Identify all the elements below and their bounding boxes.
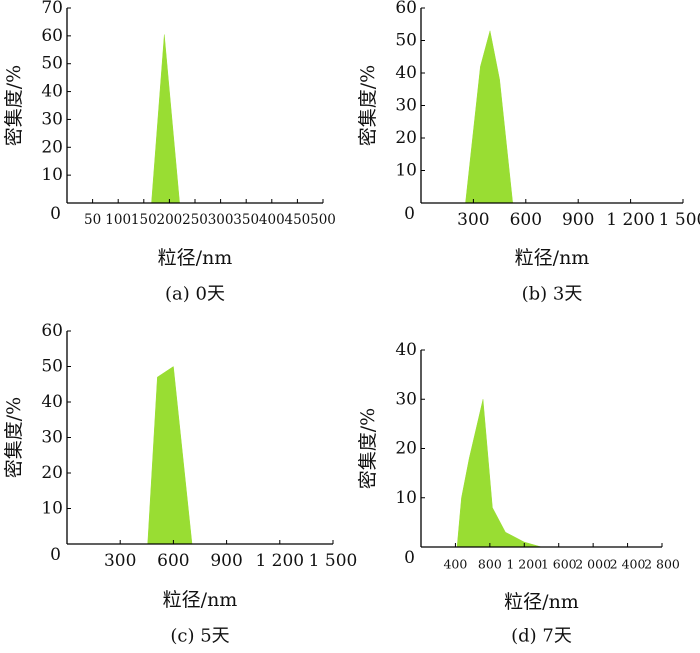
y-tick-label: 60 bbox=[41, 26, 63, 46]
y-tick-label: 30 bbox=[41, 109, 63, 129]
x-tick-label: 200 bbox=[157, 212, 183, 228]
y-tick-label: 40 bbox=[41, 82, 63, 102]
x-tick-label: 450 bbox=[285, 212, 311, 228]
distribution-area bbox=[151, 34, 180, 204]
y-tick-label: 20 bbox=[395, 128, 417, 148]
distribution-area bbox=[147, 366, 193, 545]
y-tick-label: 60 bbox=[395, 0, 417, 18]
x-tick-label: 1 200 bbox=[606, 210, 655, 230]
y-tick-label: 40 bbox=[41, 392, 63, 412]
x-tick-label: 500 bbox=[310, 212, 336, 228]
x-tick-label: 400 bbox=[443, 557, 467, 572]
y-axis-label: 密集度/% bbox=[357, 65, 379, 146]
x-tick-label: 1 200 bbox=[255, 551, 304, 571]
y-tick-label: 10 bbox=[395, 488, 417, 508]
y-tick-label: 30 bbox=[395, 96, 417, 116]
panel-caption: (c) 5天 bbox=[170, 626, 229, 647]
x-tick-label: 250 bbox=[182, 212, 208, 228]
y-tick-label: 30 bbox=[41, 428, 63, 448]
x-tick-label: 600 bbox=[157, 551, 189, 571]
x-tick-label: 150 bbox=[131, 212, 157, 228]
y-tick-label: 30 bbox=[395, 389, 417, 409]
x-axis-label: 粒径/nm bbox=[163, 589, 238, 611]
x-tick-label: 900 bbox=[562, 210, 594, 230]
y-tick-label: 50 bbox=[41, 54, 63, 74]
x-axis-label: 粒径/nm bbox=[515, 247, 590, 269]
y-axis-label: 密集度/% bbox=[3, 397, 25, 478]
x-tick-label: 2 800 bbox=[644, 557, 680, 572]
y-tick-label: 20 bbox=[395, 439, 417, 459]
x-axis-label: 粒径/nm bbox=[158, 247, 233, 269]
y-tick-label: 10 bbox=[41, 499, 63, 519]
x-tick-label: 50 bbox=[84, 212, 101, 228]
panel-caption: (d) 7天 bbox=[511, 626, 572, 647]
y-tick-label: 50 bbox=[41, 357, 63, 377]
y-tick-label: 50 bbox=[395, 31, 417, 51]
distribution-area bbox=[456, 399, 542, 548]
y-tick-label: 20 bbox=[41, 137, 63, 157]
x-axis-label: 粒径/nm bbox=[504, 591, 579, 613]
x-tick-label: 1 200 bbox=[506, 557, 542, 572]
x-tick-label: 300 bbox=[457, 210, 489, 230]
distribution-area bbox=[465, 30, 513, 204]
x-tick-label: 800 bbox=[478, 557, 502, 572]
y-axis-label: 密集度/% bbox=[357, 408, 379, 489]
x-tick-label: 600 bbox=[510, 210, 542, 230]
y-tick-label: 20 bbox=[41, 463, 63, 483]
x-tick-label: 2 400 bbox=[610, 557, 646, 572]
x-tick-label: 2 000 bbox=[575, 557, 611, 572]
x-tick-label: 400 bbox=[259, 212, 285, 228]
y-tick-label: 40 bbox=[395, 340, 417, 360]
y-tick-label: 70 bbox=[41, 0, 63, 18]
panel-caption: (b) 3天 bbox=[522, 284, 583, 305]
x-tick-label: 1 600 bbox=[541, 557, 577, 572]
x-tick-label: 900 bbox=[210, 551, 242, 571]
origin-label: 0 bbox=[50, 204, 61, 224]
origin-label: 0 bbox=[404, 548, 415, 568]
y-tick-label: 40 bbox=[395, 63, 417, 83]
x-tick-label: 300 bbox=[104, 551, 136, 571]
x-tick-label: 100 bbox=[105, 212, 131, 228]
x-tick-label: 350 bbox=[233, 212, 259, 228]
y-axis-label: 密集度/% bbox=[3, 65, 25, 146]
panel-caption: (a) 0天 bbox=[165, 284, 225, 305]
x-tick-label: 1 500 bbox=[659, 210, 700, 230]
origin-label: 0 bbox=[404, 204, 415, 224]
x-tick-label: 300 bbox=[208, 212, 234, 228]
origin-label: 0 bbox=[50, 545, 61, 565]
y-tick-label: 10 bbox=[41, 165, 63, 185]
x-tick-label: 1 500 bbox=[309, 551, 358, 571]
y-tick-label: 10 bbox=[395, 161, 417, 181]
y-tick-label: 60 bbox=[41, 321, 63, 341]
